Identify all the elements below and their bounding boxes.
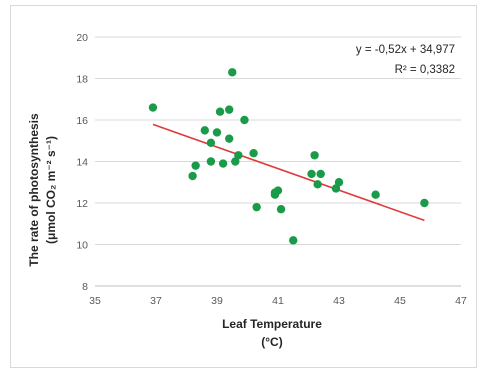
y-axis-title-line-1: The rate of photosynthesis	[27, 113, 41, 267]
x-tick-label: 47	[455, 295, 467, 307]
y-tick-label: 14	[76, 157, 88, 169]
data-point	[289, 236, 298, 245]
data-point	[206, 157, 216, 166]
trendline-group	[152, 123, 425, 222]
data-point	[200, 126, 209, 135]
data-points	[148, 68, 429, 245]
x-axis-title-line-2: (°C)	[261, 335, 282, 349]
data-point	[334, 178, 344, 187]
data-point	[191, 161, 200, 170]
trendline	[152, 123, 425, 222]
gridlines	[95, 36, 461, 245]
data-point	[313, 180, 322, 189]
y-tick-label: 16	[76, 115, 88, 127]
x-tick-label: 41	[272, 295, 284, 307]
data-point	[225, 134, 234, 143]
data-point	[188, 171, 197, 181]
data-point	[310, 151, 319, 160]
data-point	[273, 186, 283, 195]
r-squared-label: R² = 0,3382	[395, 64, 455, 76]
data-point	[276, 205, 286, 214]
data-point	[206, 138, 216, 148]
data-point	[212, 128, 222, 137]
trendline-equation: y = -0,52x + 34,977	[356, 44, 455, 56]
data-point	[240, 115, 249, 125]
y-tick-label: 12	[76, 198, 88, 210]
data-point	[148, 103, 158, 112]
tick-labels: 8 10 12 14 16 18 20 35 37 39 41 43 45 47	[76, 32, 467, 307]
y-axis-title-line-2: (μmol CO₂ m⁻² s⁻¹)	[44, 136, 58, 244]
data-point	[307, 169, 316, 179]
data-point	[228, 68, 237, 77]
y-tick-label: 8	[82, 281, 88, 293]
x-axis-title-line-1: Leaf Temperature	[222, 317, 322, 331]
data-point	[316, 169, 325, 179]
x-tick-label: 45	[394, 295, 406, 307]
x-tick-label: 43	[333, 295, 345, 307]
data-point	[218, 159, 228, 168]
data-point	[249, 149, 258, 158]
data-point	[420, 198, 429, 208]
x-tick-label: 39	[211, 295, 223, 307]
data-point	[215, 107, 225, 116]
x-tick-label: 37	[150, 295, 162, 307]
data-point	[371, 190, 380, 199]
data-point	[331, 184, 341, 193]
x-tick-label: 35	[89, 295, 101, 307]
chart-border	[10, 5, 477, 368]
data-point	[252, 202, 261, 212]
data-point	[234, 151, 243, 160]
chart-text: The rate of photosynthesis (μmol CO₂ m⁻²…	[27, 44, 455, 349]
data-point	[231, 157, 240, 166]
y-tick-label: 20	[76, 32, 88, 44]
data-point	[225, 105, 234, 114]
y-tick-label: 18	[76, 74, 88, 86]
y-tick-label: 10	[76, 240, 88, 252]
